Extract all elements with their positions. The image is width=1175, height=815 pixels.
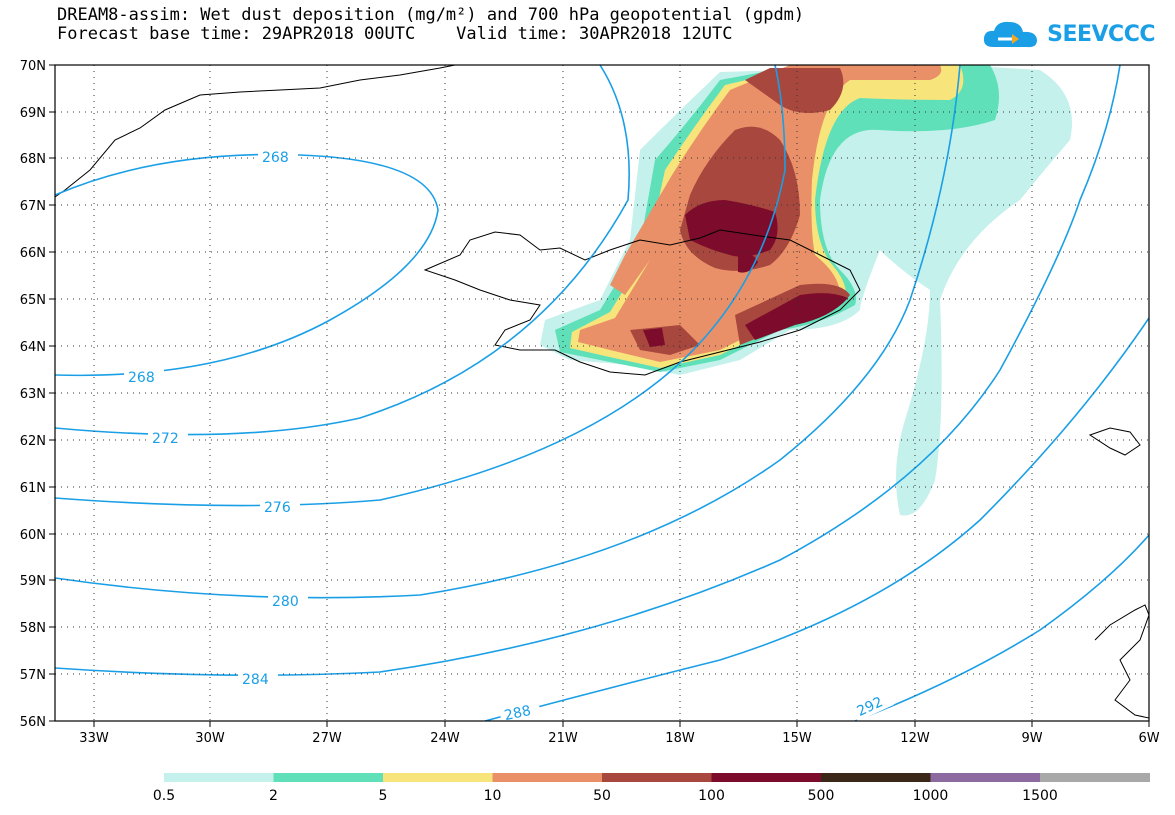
lon-label: 15W	[782, 731, 812, 746]
cloud-arrow-icon	[984, 21, 1038, 48]
lon-label: 24W	[430, 731, 460, 746]
color-legend: 0.5 2 5 10 50 100 500 1000 1500	[153, 773, 1150, 804]
legend-label: 500	[808, 788, 835, 804]
lat-labels: 70N 69N 68N 67N 66N 65N 64N 63N 62N 61N …	[20, 59, 46, 730]
legend-swatch	[602, 773, 712, 782]
contour-label-272: 272	[152, 431, 179, 447]
lon-label: 30W	[195, 731, 225, 746]
lat-label: 70N	[20, 59, 46, 74]
contour-label-284: 284	[242, 672, 269, 688]
lat-label: 61N	[20, 481, 46, 496]
legend-swatch	[711, 773, 822, 782]
lat-label: 68N	[20, 152, 46, 167]
legend-label: 5	[379, 788, 388, 804]
legend-swatch	[821, 773, 931, 782]
legend-label: 1000	[913, 788, 949, 804]
lat-label: 63N	[20, 387, 46, 402]
lat-label: 58N	[20, 621, 46, 636]
dust-field-100	[643, 200, 848, 347]
lon-labels: 33W 30W 27W 24W 21W 18W 15W 12W 9W 6W	[79, 731, 1159, 746]
coastline	[55, 65, 1149, 719]
legend-swatch	[383, 773, 493, 782]
contour-label-280: 280	[272, 594, 299, 610]
lon-label: 9W	[1021, 731, 1042, 746]
scotland-coast	[1094, 604, 1149, 719]
lat-label: 66N	[20, 246, 46, 261]
legend-label: 1500	[1022, 788, 1058, 804]
lon-label: 21W	[548, 731, 578, 746]
legend-label: 50	[593, 788, 611, 804]
chart-subtitle: Forecast base time: 29APR2018 00UTC Vali…	[57, 24, 733, 44]
greenland-coast	[55, 65, 456, 198]
contour-label-268b: 268	[128, 370, 155, 386]
legend-swatch	[492, 773, 603, 782]
logo-text: SEEVCCC	[1047, 21, 1155, 47]
lat-label: 60N	[20, 528, 46, 543]
contour-label-288: 288	[503, 703, 532, 724]
lon-label: 18W	[665, 731, 695, 746]
legend-swatch	[273, 773, 384, 782]
graticule	[55, 65, 1149, 721]
lat-label: 64N	[20, 340, 46, 355]
lon-label: 27W	[312, 731, 342, 746]
contour-label-268a: 268	[262, 150, 289, 166]
legend-swatch	[930, 773, 1041, 782]
lon-label: 12W	[900, 731, 930, 746]
legend-label: 0.5	[153, 788, 175, 804]
faroe-coast	[1088, 427, 1141, 456]
legend-swatch	[1040, 773, 1150, 782]
iceland-coast	[423, 229, 861, 376]
chart-title: DREAM8-assim: Wet dust deposition (mg/m²…	[57, 5, 805, 25]
lon-label: 6W	[1138, 731, 1159, 746]
legend-label: 2	[269, 788, 278, 804]
legend-label: 10	[484, 788, 502, 804]
lat-label: 65N	[20, 293, 46, 308]
lat-label: 56N	[20, 715, 46, 730]
lat-label: 62N	[20, 434, 46, 449]
lat-label: 67N	[20, 199, 46, 214]
lat-label: 59N	[20, 574, 46, 589]
lon-label: 33W	[79, 731, 109, 746]
tick-marks	[49, 64, 1150, 727]
contour-labels: 268 268 272 276 280 284 288 292	[124, 148, 894, 724]
contour-label-276: 276	[264, 500, 291, 516]
seevccc-logo: SEEVCCC	[981, 14, 1155, 54]
legend-swatch	[164, 773, 274, 782]
lat-label: 69N	[20, 106, 46, 121]
legend-label: 100	[698, 788, 725, 804]
lat-label: 57N	[20, 668, 46, 683]
